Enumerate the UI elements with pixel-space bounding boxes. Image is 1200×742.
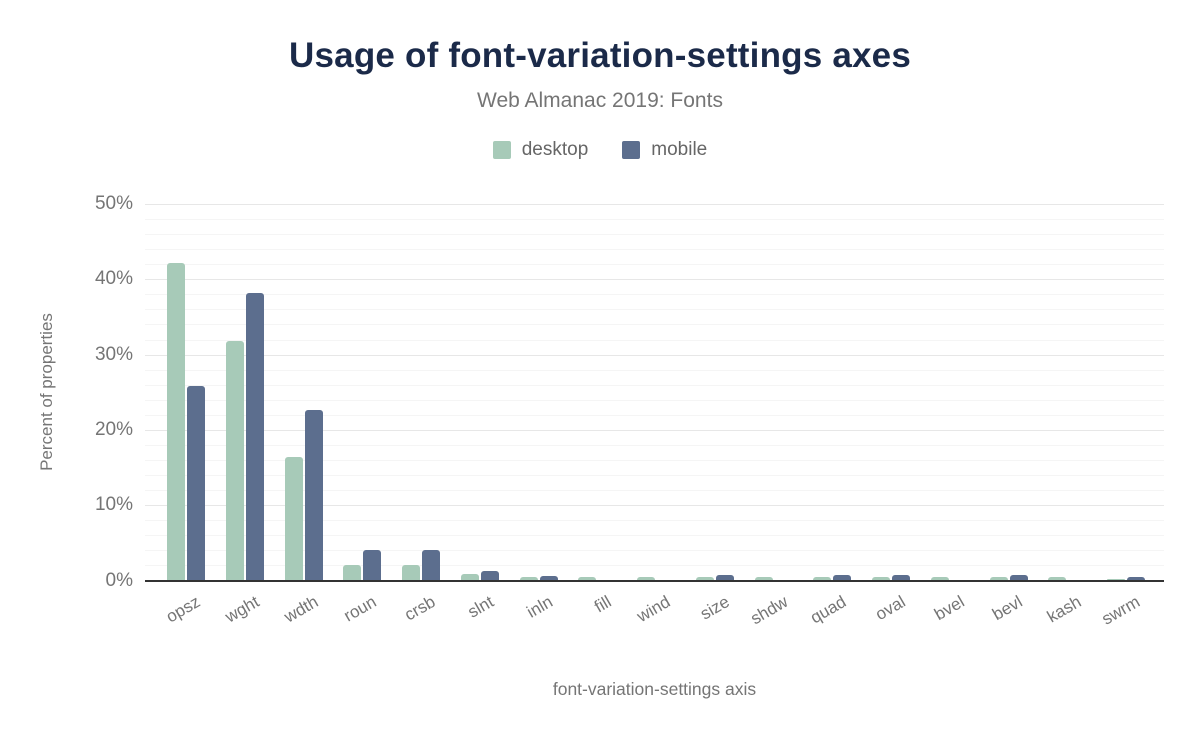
gridline-minor-14 xyxy=(145,475,1164,477)
bar-inln-mobile[interactable] xyxy=(539,575,558,581)
y-tick-10%: 10% xyxy=(94,494,133,516)
x-tick-slnt: slnt xyxy=(464,592,498,622)
gridline-minor-24 xyxy=(145,399,1164,401)
x-tick-wdth: wdth xyxy=(280,592,321,627)
bar-bevl-mobile[interactable] xyxy=(1009,575,1028,581)
bar-wdth-desktop[interactable] xyxy=(284,457,303,581)
bar-slnt-desktop[interactable] xyxy=(460,574,479,581)
x-tick-opsz: opsz xyxy=(162,592,204,627)
bar-kash-desktop[interactable] xyxy=(1048,577,1067,581)
bar-crsb-desktop[interactable] xyxy=(402,565,420,581)
chart-title: Usage of font-variation-settings axes xyxy=(289,36,911,75)
gridline-minor-44 xyxy=(145,249,1164,251)
legend-item-desktop: desktop xyxy=(492,139,589,161)
gridline-major-10 xyxy=(145,505,1164,507)
gridline-minor-42 xyxy=(145,264,1164,266)
bar-size-mobile[interactable] xyxy=(715,575,734,581)
bar-slnt-mobile[interactable] xyxy=(480,570,499,581)
bar-wdth-mobile[interactable] xyxy=(304,410,323,581)
bar-swrm-mobile[interactable] xyxy=(1127,576,1145,581)
bar-wght-desktop[interactable] xyxy=(225,341,244,581)
x-tick-bevl: bevl xyxy=(989,592,1026,625)
chart-legend: desktop mobile xyxy=(0,139,1200,161)
x-axis-title: font-variation-settings axis xyxy=(552,679,757,699)
bar-quad-mobile[interactable] xyxy=(833,575,852,581)
y-tick-40%: 40% xyxy=(94,268,133,290)
gridline-minor-28 xyxy=(145,369,1164,371)
bar-wght-mobile[interactable] xyxy=(245,292,264,581)
gridline-minor-22 xyxy=(145,414,1164,416)
gridline-major-20 xyxy=(145,429,1164,431)
chart-subtitle: Web Almanac 2019: Fonts xyxy=(477,89,723,112)
x-axis-line xyxy=(145,579,1164,582)
bar-inln-desktop[interactable] xyxy=(519,577,538,581)
x-tick-quad: quad xyxy=(807,592,850,628)
gridline-minor-36 xyxy=(145,309,1164,311)
bar-quad-desktop[interactable] xyxy=(813,577,832,581)
gridline-minor-34 xyxy=(145,324,1164,326)
bar-crsb-mobile[interactable] xyxy=(422,550,440,581)
bar-bevl-desktop[interactable] xyxy=(989,577,1008,581)
gridline-minor-26 xyxy=(145,384,1164,386)
y-axis-title: Percent of properties xyxy=(37,313,56,471)
x-tick-shdw: shdw xyxy=(747,592,791,629)
bar-size-desktop[interactable] xyxy=(695,577,714,581)
bar-wind-desktop[interactable] xyxy=(637,577,655,581)
x-tick-fill: fill xyxy=(591,592,615,617)
x-tick-oval: oval xyxy=(871,592,909,625)
gridline-major-50 xyxy=(145,204,1164,205)
gridline-minor-8 xyxy=(145,520,1164,522)
bar-shdw-desktop[interactable] xyxy=(754,577,773,581)
gridline-minor-46 xyxy=(145,234,1164,236)
legend-swatch-mobile xyxy=(622,141,641,159)
bar-fill-desktop[interactable] xyxy=(578,577,597,581)
bar-oval-mobile[interactable] xyxy=(892,575,910,581)
bar-oval-desktop[interactable] xyxy=(872,577,890,581)
x-tick-wind: wind xyxy=(633,592,674,626)
x-tick-crsb: crsb xyxy=(401,592,439,625)
y-tick-0%: 0% xyxy=(105,569,133,591)
legend-item-mobile: mobile xyxy=(622,139,707,161)
y-tick-50%: 50% xyxy=(94,193,133,214)
x-tick-wght: wght xyxy=(221,592,263,627)
bar-roun-mobile[interactable] xyxy=(363,550,382,581)
gridline-major-40 xyxy=(145,279,1164,281)
gridline-minor-12 xyxy=(145,490,1164,492)
x-tick-size: size xyxy=(696,592,733,624)
y-tick-30%: 30% xyxy=(94,343,133,365)
x-tick-roun: roun xyxy=(340,592,380,626)
gridline-minor-32 xyxy=(145,339,1164,341)
gridline-minor-16 xyxy=(145,460,1164,462)
x-tick-swrm: swrm xyxy=(1098,592,1144,629)
bar-opsz-mobile[interactable] xyxy=(187,386,205,581)
gridline-minor-18 xyxy=(145,444,1164,446)
gridline-minor-48 xyxy=(145,219,1164,221)
gridline-minor-4 xyxy=(145,550,1164,552)
gridline-minor-38 xyxy=(145,294,1164,296)
x-tick-inln: inln xyxy=(523,592,556,622)
x-tick-kash: kash xyxy=(1044,592,1085,627)
bar-opsz-desktop[interactable] xyxy=(167,262,185,581)
legend-swatch-desktop xyxy=(492,141,511,159)
gridline-major-30 xyxy=(145,354,1164,356)
legend-label: mobile xyxy=(651,139,708,160)
legend-label: desktop xyxy=(521,139,589,160)
gridline-minor-2 xyxy=(145,565,1164,567)
gridline-minor-6 xyxy=(145,535,1164,537)
bar-bvel-desktop[interactable] xyxy=(930,577,949,581)
bar-roun-desktop[interactable] xyxy=(343,565,362,581)
x-tick-bvel: bvel xyxy=(930,592,968,625)
y-tick-20%: 20% xyxy=(94,418,133,440)
